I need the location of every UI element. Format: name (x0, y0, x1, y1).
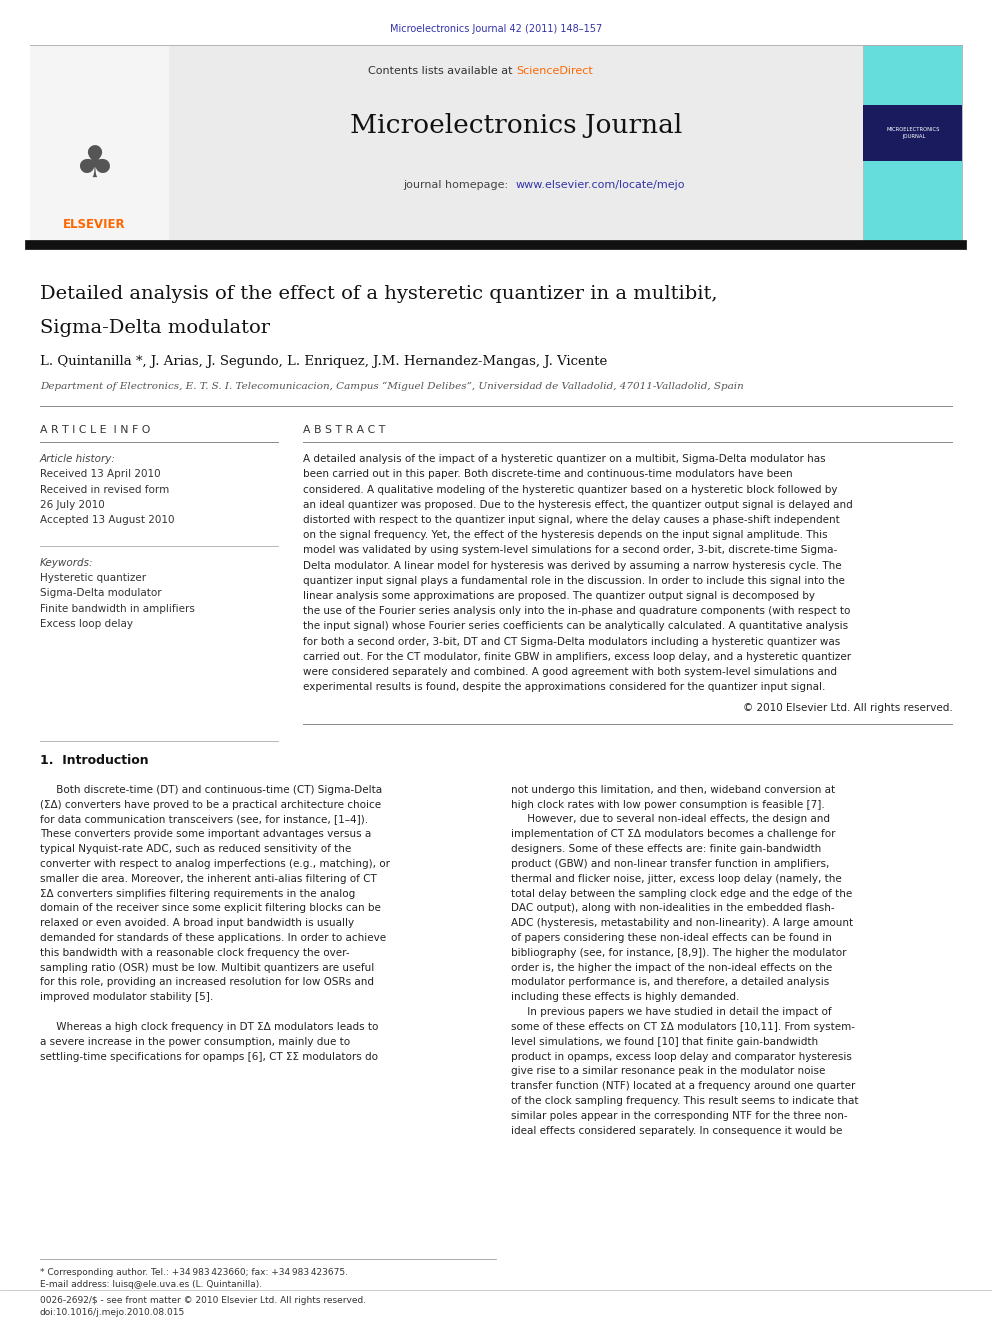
Text: quantizer input signal plays a fundamental role in the discussion. In order to i: quantizer input signal plays a fundament… (303, 576, 844, 586)
Text: Microelectronics Journal: Microelectronics Journal (350, 114, 682, 138)
Text: total delay between the sampling clock edge and the edge of the: total delay between the sampling clock e… (511, 889, 852, 898)
Text: improved modulator stability [5].: improved modulator stability [5]. (40, 992, 213, 1003)
Text: of papers considering these non-ideal effects can be found in: of papers considering these non-ideal ef… (511, 933, 831, 943)
Text: ScienceDirect: ScienceDirect (516, 66, 592, 77)
Text: A B S T R A C T: A B S T R A C T (303, 425, 385, 435)
Bar (863, 105, 962, 161)
Text: ideal effects considered separately. In consequence it would be: ideal effects considered separately. In … (511, 1126, 842, 1135)
Text: demanded for standards of these applications. In order to achieve: demanded for standards of these applicat… (40, 933, 386, 943)
Text: similar poles appear in the corresponding NTF for the three non-: similar poles appear in the correspondin… (511, 1111, 847, 1121)
Text: Keywords:: Keywords: (40, 558, 93, 568)
Text: this bandwidth with a reasonable clock frequency the over-: this bandwidth with a reasonable clock f… (40, 947, 349, 958)
Text: ELSEVIER: ELSEVIER (62, 218, 126, 232)
Text: journal homepage:: journal homepage: (404, 180, 516, 191)
Text: smaller die area. Moreover, the inherent anti-alias filtering of CT: smaller die area. Moreover, the inherent… (40, 873, 376, 884)
Text: on the signal frequency. Yet, the effect of the hysteresis depends on the input : on the signal frequency. Yet, the effect… (303, 531, 827, 540)
Text: © 2010 Elsevier Ltd. All rights reserved.: © 2010 Elsevier Ltd. All rights reserved… (743, 703, 952, 713)
Text: thermal and flicker noise, jitter, excess loop delay (namely, the: thermal and flicker noise, jitter, exces… (511, 873, 841, 884)
Text: for this role, providing an increased resolution for low OSRs and: for this role, providing an increased re… (40, 978, 374, 987)
Text: high clock rates with low power consumption is feasible [7].: high clock rates with low power consumpt… (511, 799, 824, 810)
Text: doi:10.1016/j.mejo.2010.08.015: doi:10.1016/j.mejo.2010.08.015 (40, 1308, 185, 1316)
Text: L. Quintanilla *, J. Arias, J. Segundo, L. Enriquez, J.M. Hernandez-Mangas, J. V: L. Quintanilla *, J. Arias, J. Segundo, … (40, 355, 607, 368)
Text: 1.  Introduction: 1. Introduction (40, 754, 149, 767)
Text: for both a second order, 3-bit, DT and CT Sigma-Delta modulators including a hys: for both a second order, 3-bit, DT and C… (303, 636, 840, 647)
Text: * Corresponding author. Tel.: +34 983 423660; fax: +34 983 423675.: * Corresponding author. Tel.: +34 983 42… (40, 1269, 347, 1277)
Text: Sigma-Delta modulator: Sigma-Delta modulator (40, 589, 162, 598)
Text: However, due to several non-ideal effects, the design and: However, due to several non-ideal effect… (511, 815, 830, 824)
Text: Whereas a high clock frequency in DT ΣΔ modulators leads to: Whereas a high clock frequency in DT ΣΔ … (40, 1021, 378, 1032)
Text: www.elsevier.com/locate/mejo: www.elsevier.com/locate/mejo (516, 180, 685, 191)
Text: some of these effects on CT ΣΔ modulators [10,11]. From system-: some of these effects on CT ΣΔ modulator… (511, 1021, 855, 1032)
Text: Detailed analysis of the effect of a hysteretic quantizer in a multibit,: Detailed analysis of the effect of a hys… (40, 284, 717, 303)
Text: A R T I C L E  I N F O: A R T I C L E I N F O (40, 425, 150, 435)
Text: Contents lists available at: Contents lists available at (368, 66, 516, 77)
Text: model was validated by using system-level simulations for a second order, 3-bit,: model was validated by using system-leve… (303, 545, 837, 556)
Bar (30, 45, 169, 245)
Text: experimental results is found, despite the approximations considered for the qua: experimental results is found, despite t… (303, 683, 825, 692)
Text: give rise to a similar resonance peak in the modulator noise: give rise to a similar resonance peak in… (511, 1066, 825, 1077)
Text: E-mail address: luisq@ele.uva.es (L. Quintanilla).: E-mail address: luisq@ele.uva.es (L. Qui… (40, 1281, 262, 1289)
Text: product in opamps, excess loop delay and comparator hysteresis: product in opamps, excess loop delay and… (511, 1052, 852, 1061)
Text: DAC output), along with non-idealities in the embedded flash-: DAC output), along with non-idealities i… (511, 904, 834, 913)
Text: domain of the receiver since some explicit filtering blocks can be: domain of the receiver since some explic… (40, 904, 381, 913)
Text: ♣: ♣ (74, 144, 114, 187)
Text: not undergo this limitation, and then, wideband conversion at: not undergo this limitation, and then, w… (511, 785, 835, 795)
Text: linear analysis some approximations are proposed. The quantizer output signal is: linear analysis some approximations are … (303, 591, 814, 601)
Text: converter with respect to analog imperfections (e.g., matching), or: converter with respect to analog imperfe… (40, 859, 390, 869)
Text: implementation of CT ΣΔ modulators becomes a challenge for: implementation of CT ΣΔ modulators becom… (511, 830, 835, 839)
Text: A detailed analysis of the impact of a hysteretic quantizer on a multibit, Sigma: A detailed analysis of the impact of a h… (303, 454, 825, 464)
Text: relaxed or even avoided. A broad input bandwidth is usually: relaxed or even avoided. A broad input b… (40, 918, 354, 929)
Text: transfer function (NTF) located at a frequency around one quarter: transfer function (NTF) located at a fre… (511, 1081, 855, 1091)
Text: including these effects is highly demanded.: including these effects is highly demand… (511, 992, 739, 1003)
Text: Received 13 April 2010: Received 13 April 2010 (40, 470, 161, 479)
Text: level simulations, we found [10] that finite gain-bandwidth: level simulations, we found [10] that fi… (511, 1037, 818, 1046)
Text: modulator performance is, and therefore, a detailed analysis: modulator performance is, and therefore,… (511, 978, 829, 987)
Text: considered. A qualitative modeling of the hysteretic quantizer based on a hyster: considered. A qualitative modeling of th… (303, 484, 837, 495)
Text: Microelectronics Journal 42 (2011) 148–157: Microelectronics Journal 42 (2011) 148–1… (390, 24, 602, 34)
Text: order is, the higher the impact of the non-ideal effects on the: order is, the higher the impact of the n… (511, 963, 832, 972)
Text: designers. Some of these effects are: finite gain-bandwidth: designers. Some of these effects are: fi… (511, 844, 821, 855)
Text: Finite bandwidth in amplifiers: Finite bandwidth in amplifiers (40, 603, 194, 614)
Text: Excess loop delay: Excess loop delay (40, 619, 133, 628)
Bar (169, 45, 863, 245)
Text: MICROELECTRONICS
JOURNAL: MICROELECTRONICS JOURNAL (887, 127, 940, 139)
Text: Accepted 13 August 2010: Accepted 13 August 2010 (40, 515, 175, 525)
Text: Department of Electronics, E. T. S. I. Telecomunicacion, Campus “Miguel Delibes”: Department of Electronics, E. T. S. I. T… (40, 381, 743, 392)
Text: 26 July 2010: 26 July 2010 (40, 500, 104, 509)
Text: Hysteretic quantizer: Hysteretic quantizer (40, 573, 146, 583)
Text: settling-time specifications for opamps [6], CT ΣΣ modulators do: settling-time specifications for opamps … (40, 1052, 378, 1061)
Text: an ideal quantizer was proposed. Due to the hysteresis effect, the quantizer out: an ideal quantizer was proposed. Due to … (303, 500, 852, 509)
Text: the input signal) whose Fourier series coefficients can be analytically calculat: the input signal) whose Fourier series c… (303, 622, 848, 631)
Text: sampling ratio (OSR) must be low. Multibit quantizers are useful: sampling ratio (OSR) must be low. Multib… (40, 963, 374, 972)
Text: These converters provide some important advantages versus a: These converters provide some important … (40, 830, 371, 839)
Text: typical Nyquist-rate ADC, such as reduced sensitivity of the: typical Nyquist-rate ADC, such as reduce… (40, 844, 351, 855)
Text: ADC (hysteresis, metastability and non-linearity). A large amount: ADC (hysteresis, metastability and non-l… (511, 918, 853, 929)
Text: of the clock sampling frequency. This result seems to indicate that: of the clock sampling frequency. This re… (511, 1095, 858, 1106)
Text: Received in revised form: Received in revised form (40, 484, 169, 495)
Text: (ΣΔ) converters have proved to be a practical architecture choice: (ΣΔ) converters have proved to be a prac… (40, 799, 381, 810)
Bar (863, 45, 962, 245)
Text: product (GBW) and non-linear transfer function in amplifiers,: product (GBW) and non-linear transfer fu… (511, 859, 829, 869)
Text: were considered separately and combined. A good agreement with both system-level: were considered separately and combined.… (303, 667, 836, 677)
Text: Sigma-Delta modulator: Sigma-Delta modulator (40, 319, 270, 337)
Text: In previous papers we have studied in detail the impact of: In previous papers we have studied in de… (511, 1007, 831, 1017)
Text: the use of the Fourier series analysis only into the in-phase and quadrature com: the use of the Fourier series analysis o… (303, 606, 850, 617)
Text: for data communication transceivers (see, for instance, [1–4]).: for data communication transceivers (see… (40, 815, 368, 824)
Text: 0026-2692/$ - see front matter © 2010 Elsevier Ltd. All rights reserved.: 0026-2692/$ - see front matter © 2010 El… (40, 1297, 366, 1304)
Text: bibliography (see, for instance, [8,9]). The higher the modulator: bibliography (see, for instance, [8,9]).… (511, 947, 846, 958)
Text: carried out. For the CT modulator, finite GBW in amplifiers, excess loop delay, : carried out. For the CT modulator, finit… (303, 652, 851, 662)
Text: been carried out in this paper. Both discrete-time and continuous-time modulator: been carried out in this paper. Both dis… (303, 470, 793, 479)
Text: Article history:: Article history: (40, 454, 115, 464)
Text: Delta modulator. A linear model for hysteresis was derived by assuming a narrow : Delta modulator. A linear model for hyst… (303, 561, 841, 570)
Text: distorted with respect to the quantizer input signal, where the delay causes a p: distorted with respect to the quantizer … (303, 515, 839, 525)
Text: ΣΔ converters simplifies filtering requirements in the analog: ΣΔ converters simplifies filtering requi… (40, 889, 355, 898)
Text: Both discrete-time (DT) and continuous-time (CT) Sigma-Delta: Both discrete-time (DT) and continuous-t… (40, 785, 382, 795)
Text: a severe increase in the power consumption, mainly due to: a severe increase in the power consumpti… (40, 1037, 350, 1046)
